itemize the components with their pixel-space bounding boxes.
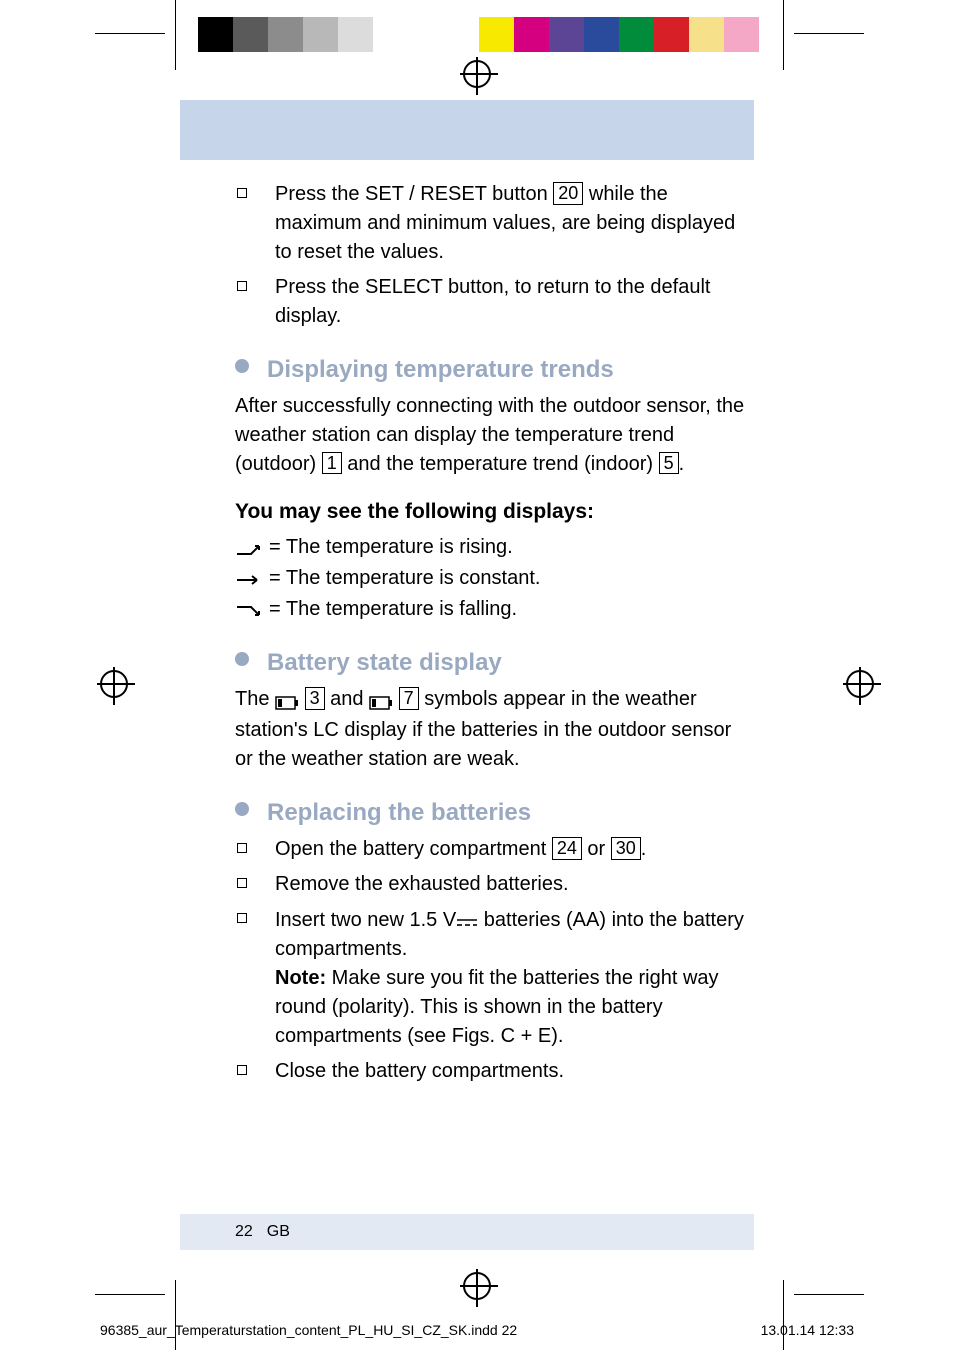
- section-title: Battery state display: [267, 649, 502, 676]
- instruction-item: Open the battery compartment 24 or 30.: [275, 835, 745, 864]
- color-swatch: [584, 17, 619, 52]
- color-swatch: [549, 17, 584, 52]
- ref-box: 30: [611, 837, 641, 860]
- registration-mark-icon: [463, 1272, 491, 1305]
- body-paragraph: The 3 and 7 symbols appear in the weathe…: [235, 685, 745, 774]
- color-swatch: [724, 17, 759, 52]
- note-text: Make sure you fit the batteries the righ…: [275, 967, 719, 1047]
- page-number: 22: [235, 1223, 253, 1241]
- instruction-text: Remove the exhausted batteries.: [275, 873, 569, 895]
- section-title: Replacing the batteries: [267, 799, 531, 826]
- square-bullet-icon: [237, 188, 247, 198]
- file-slug-left: 96385_aur_Temperaturstation_content_PL_H…: [100, 1322, 517, 1338]
- instruction-item: Press the SET / RESET button 20 while th…: [275, 180, 745, 267]
- section-heading: Battery state display: [235, 646, 745, 681]
- color-swatch: [338, 17, 373, 52]
- body-text: and: [325, 688, 369, 710]
- trend-row: = The temperature is rising.: [235, 533, 745, 562]
- square-bullet-icon: [237, 843, 247, 853]
- footer-bar: 22 GB: [180, 1214, 754, 1250]
- section-heading: Displaying temperature trends: [235, 353, 745, 388]
- color-swatch: [268, 17, 303, 52]
- bullet-dot-icon: [235, 359, 249, 373]
- crop-mark: [175, 1280, 176, 1350]
- trend-legend: = The temperature is rising.= The temper…: [235, 533, 745, 624]
- ref-box: 5: [659, 452, 679, 475]
- page-root: Press the SET / RESET button 20 while th…: [0, 0, 954, 1350]
- instruction-list: Press the SET / RESET button 20 while th…: [235, 180, 745, 331]
- print-color-bar: [0, 17, 954, 52]
- trend-row: = The temperature is falling.: [235, 595, 745, 624]
- instruction-text: Press the SELECT button, to return to th…: [275, 276, 710, 327]
- ref-box: 20: [553, 182, 583, 205]
- instruction-text: Open the battery compartment: [275, 838, 552, 860]
- square-bullet-icon: [237, 878, 247, 888]
- trend-row: = The temperature is constant.: [235, 564, 745, 593]
- instruction-text: Insert two new 1.5 V: [275, 909, 456, 931]
- battery-low-icon: [369, 687, 393, 716]
- trend-text: = The temperature is constant.: [269, 564, 540, 593]
- sub-heading: You may see the following displays:: [235, 497, 745, 527]
- trend-arrow-icon: [235, 595, 263, 624]
- ref-box: 3: [305, 687, 325, 710]
- color-swatch: [654, 17, 689, 52]
- registration-mark-icon: [463, 60, 491, 93]
- note-label: Note:: [275, 967, 326, 989]
- body-text: and the temperature trend (indoor): [342, 453, 659, 475]
- section-heading: Replacing the batteries: [235, 796, 745, 831]
- crop-mark: [95, 1294, 165, 1295]
- dc-symbol-icon: [456, 905, 478, 934]
- instruction-item: Insert two new 1.5 V batteries (AA) into…: [275, 905, 745, 1051]
- trend-arrow-icon: [235, 533, 263, 562]
- color-swatch: [198, 17, 233, 52]
- body-content: Press the SET / RESET button 20 while th…: [235, 180, 745, 1092]
- color-swatch: [514, 17, 549, 52]
- ref-box: 7: [399, 687, 419, 710]
- color-swatch: [233, 17, 268, 52]
- color-swatch: [619, 17, 654, 52]
- square-bullet-icon: [237, 913, 247, 923]
- square-bullet-icon: [237, 1065, 247, 1075]
- instruction-item: Remove the exhausted batteries.: [275, 870, 745, 899]
- page-lang: GB: [267, 1223, 290, 1241]
- color-swatch: [689, 17, 724, 52]
- header-accent-bar: [180, 100, 754, 160]
- color-swatch: [303, 17, 338, 52]
- ref-box: 1: [322, 452, 342, 475]
- ref-box: 24: [552, 837, 582, 860]
- body-text: .: [679, 453, 685, 475]
- square-bullet-icon: [237, 281, 247, 291]
- trend-arrow-icon: [235, 564, 263, 593]
- battery-low-icon: [275, 687, 299, 716]
- color-swatch: [479, 17, 514, 52]
- instruction-text: or: [582, 838, 611, 860]
- instruction-text: Press the SET / RESET button: [275, 183, 553, 205]
- bullet-dot-icon: [235, 802, 249, 816]
- registration-mark-icon: [100, 670, 128, 703]
- body-paragraph: After successfully connecting with the o…: [235, 392, 745, 479]
- instruction-item: Press the SELECT button, to return to th…: [275, 273, 745, 331]
- crop-mark: [783, 1280, 784, 1350]
- color-swatch: [373, 17, 408, 52]
- trend-text: = The temperature is rising.: [269, 533, 513, 562]
- instruction-item: Close the battery compartments.: [275, 1057, 745, 1086]
- body-text: The: [235, 688, 275, 710]
- file-slug-right: 13.01.14 12:33: [761, 1322, 854, 1338]
- instruction-text: .: [641, 838, 647, 860]
- registration-mark-icon: [846, 670, 874, 703]
- instruction-text: Close the battery compartments.: [275, 1060, 564, 1082]
- section-title: Displaying temperature trends: [267, 356, 614, 383]
- trend-text: = The temperature is falling.: [269, 595, 517, 624]
- bullet-dot-icon: [235, 652, 249, 666]
- crop-mark: [794, 1294, 864, 1295]
- instruction-list: Open the battery compartment 24 or 30. Re…: [235, 835, 745, 1086]
